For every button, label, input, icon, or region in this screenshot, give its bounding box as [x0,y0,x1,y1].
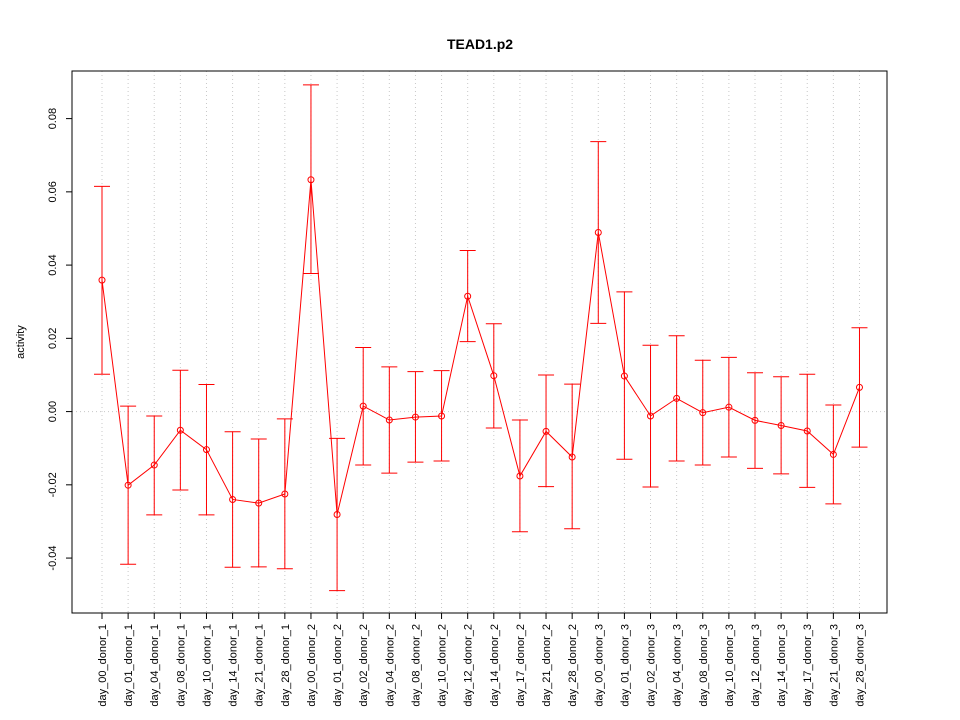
x-tick-label: day_21_donor_1 [254,624,266,707]
error-bar [302,84,319,275]
y-tick-label: 0.04 [47,254,59,275]
data-point [829,450,837,458]
x-tick-label: day_14_donor_2 [489,624,501,707]
y-tick-label: 0.08 [47,108,59,129]
data-point [594,229,602,237]
x-tick-label: day_04_donor_3 [672,624,684,707]
data-point [359,402,367,410]
data-point [673,394,681,402]
data-point [255,499,263,507]
data-point [176,426,184,434]
data-point [98,276,106,284]
x-tick-label: day_17_donor_3 [802,624,814,707]
x-tick-label: day_28_donor_3 [854,624,866,707]
data-point [725,403,733,411]
y-tick-label: -0.02 [47,472,59,497]
y-tick-label: -0.04 [47,546,59,571]
x-tick-label: day_14_donor_3 [776,624,788,707]
plot-frame [71,70,888,614]
data-point [777,421,785,429]
data-series [94,84,868,592]
data-point [281,490,289,498]
x-tick-label: day_12_donor_3 [750,624,762,707]
x-tick-label: day_08_donor_3 [698,624,710,707]
x-tick-label: day_00_donor_2 [306,624,318,707]
x-tick-label: day_04_donor_2 [384,624,396,707]
data-point [568,453,576,461]
x-tick-label: day_00_donor_1 [97,624,109,707]
x-tick-label: day_08_donor_1 [175,624,187,707]
data-point [411,413,419,421]
y-tick-label: 0.06 [47,181,59,202]
grid-lines [72,71,887,613]
x-tick-label: day_02_donor_2 [358,624,370,707]
data-point [699,409,707,417]
x-tick-label: day_02_donor_3 [646,624,658,707]
data-point [150,461,158,469]
x-tick-label: day_21_donor_2 [541,624,553,707]
y-tick-label: 0.00 [47,401,59,422]
data-point [202,446,210,454]
series-line [101,179,860,515]
data-point [620,372,628,380]
x-tick-label: day_28_donor_1 [280,624,292,707]
x-tick-label: day_01_donor_1 [123,624,135,707]
data-point [229,495,237,503]
y-axis: -0.04 -0.02 0.00 0.02 0.04 0.06 0.08 [47,108,72,571]
data-point [490,372,498,380]
x-tick-label: day_10_donor_3 [724,624,736,707]
x-axis: day_00_donor_1 day_01_donor_1 day_04_donor… [97,613,866,707]
data-point [438,412,446,420]
x-tick-label: day_04_donor_1 [149,624,161,707]
x-tick-label: day_10_donor_2 [437,624,449,707]
x-tick-label: day_28_donor_2 [567,624,579,707]
data-point [307,176,315,184]
x-tick-label: day_17_donor_2 [515,624,527,707]
data-point [855,383,863,391]
x-tick-label: day_01_donor_3 [619,624,631,707]
x-tick-label: day_21_donor_3 [828,624,840,707]
y-axis-title: activity [15,325,27,359]
x-tick-label: day_12_donor_2 [463,624,475,707]
data-point [542,427,550,435]
x-tick-label: day_14_donor_1 [228,624,240,707]
data-point [385,416,393,424]
data-point [333,510,341,518]
data-point [751,416,759,424]
data-point [464,292,472,300]
x-tick-label: day_08_donor_2 [410,624,422,707]
chart-title: TEAD1.p2 [447,36,513,52]
data-point [803,427,811,435]
x-tick-label: day_00_donor_3 [593,624,605,707]
data-point [516,472,524,480]
data-point [647,412,655,420]
x-tick-label: day_10_donor_1 [201,624,213,707]
x-tick-label: day_01_donor_2 [332,624,344,707]
y-tick-label: 0.02 [47,328,59,349]
data-point [124,481,132,489]
